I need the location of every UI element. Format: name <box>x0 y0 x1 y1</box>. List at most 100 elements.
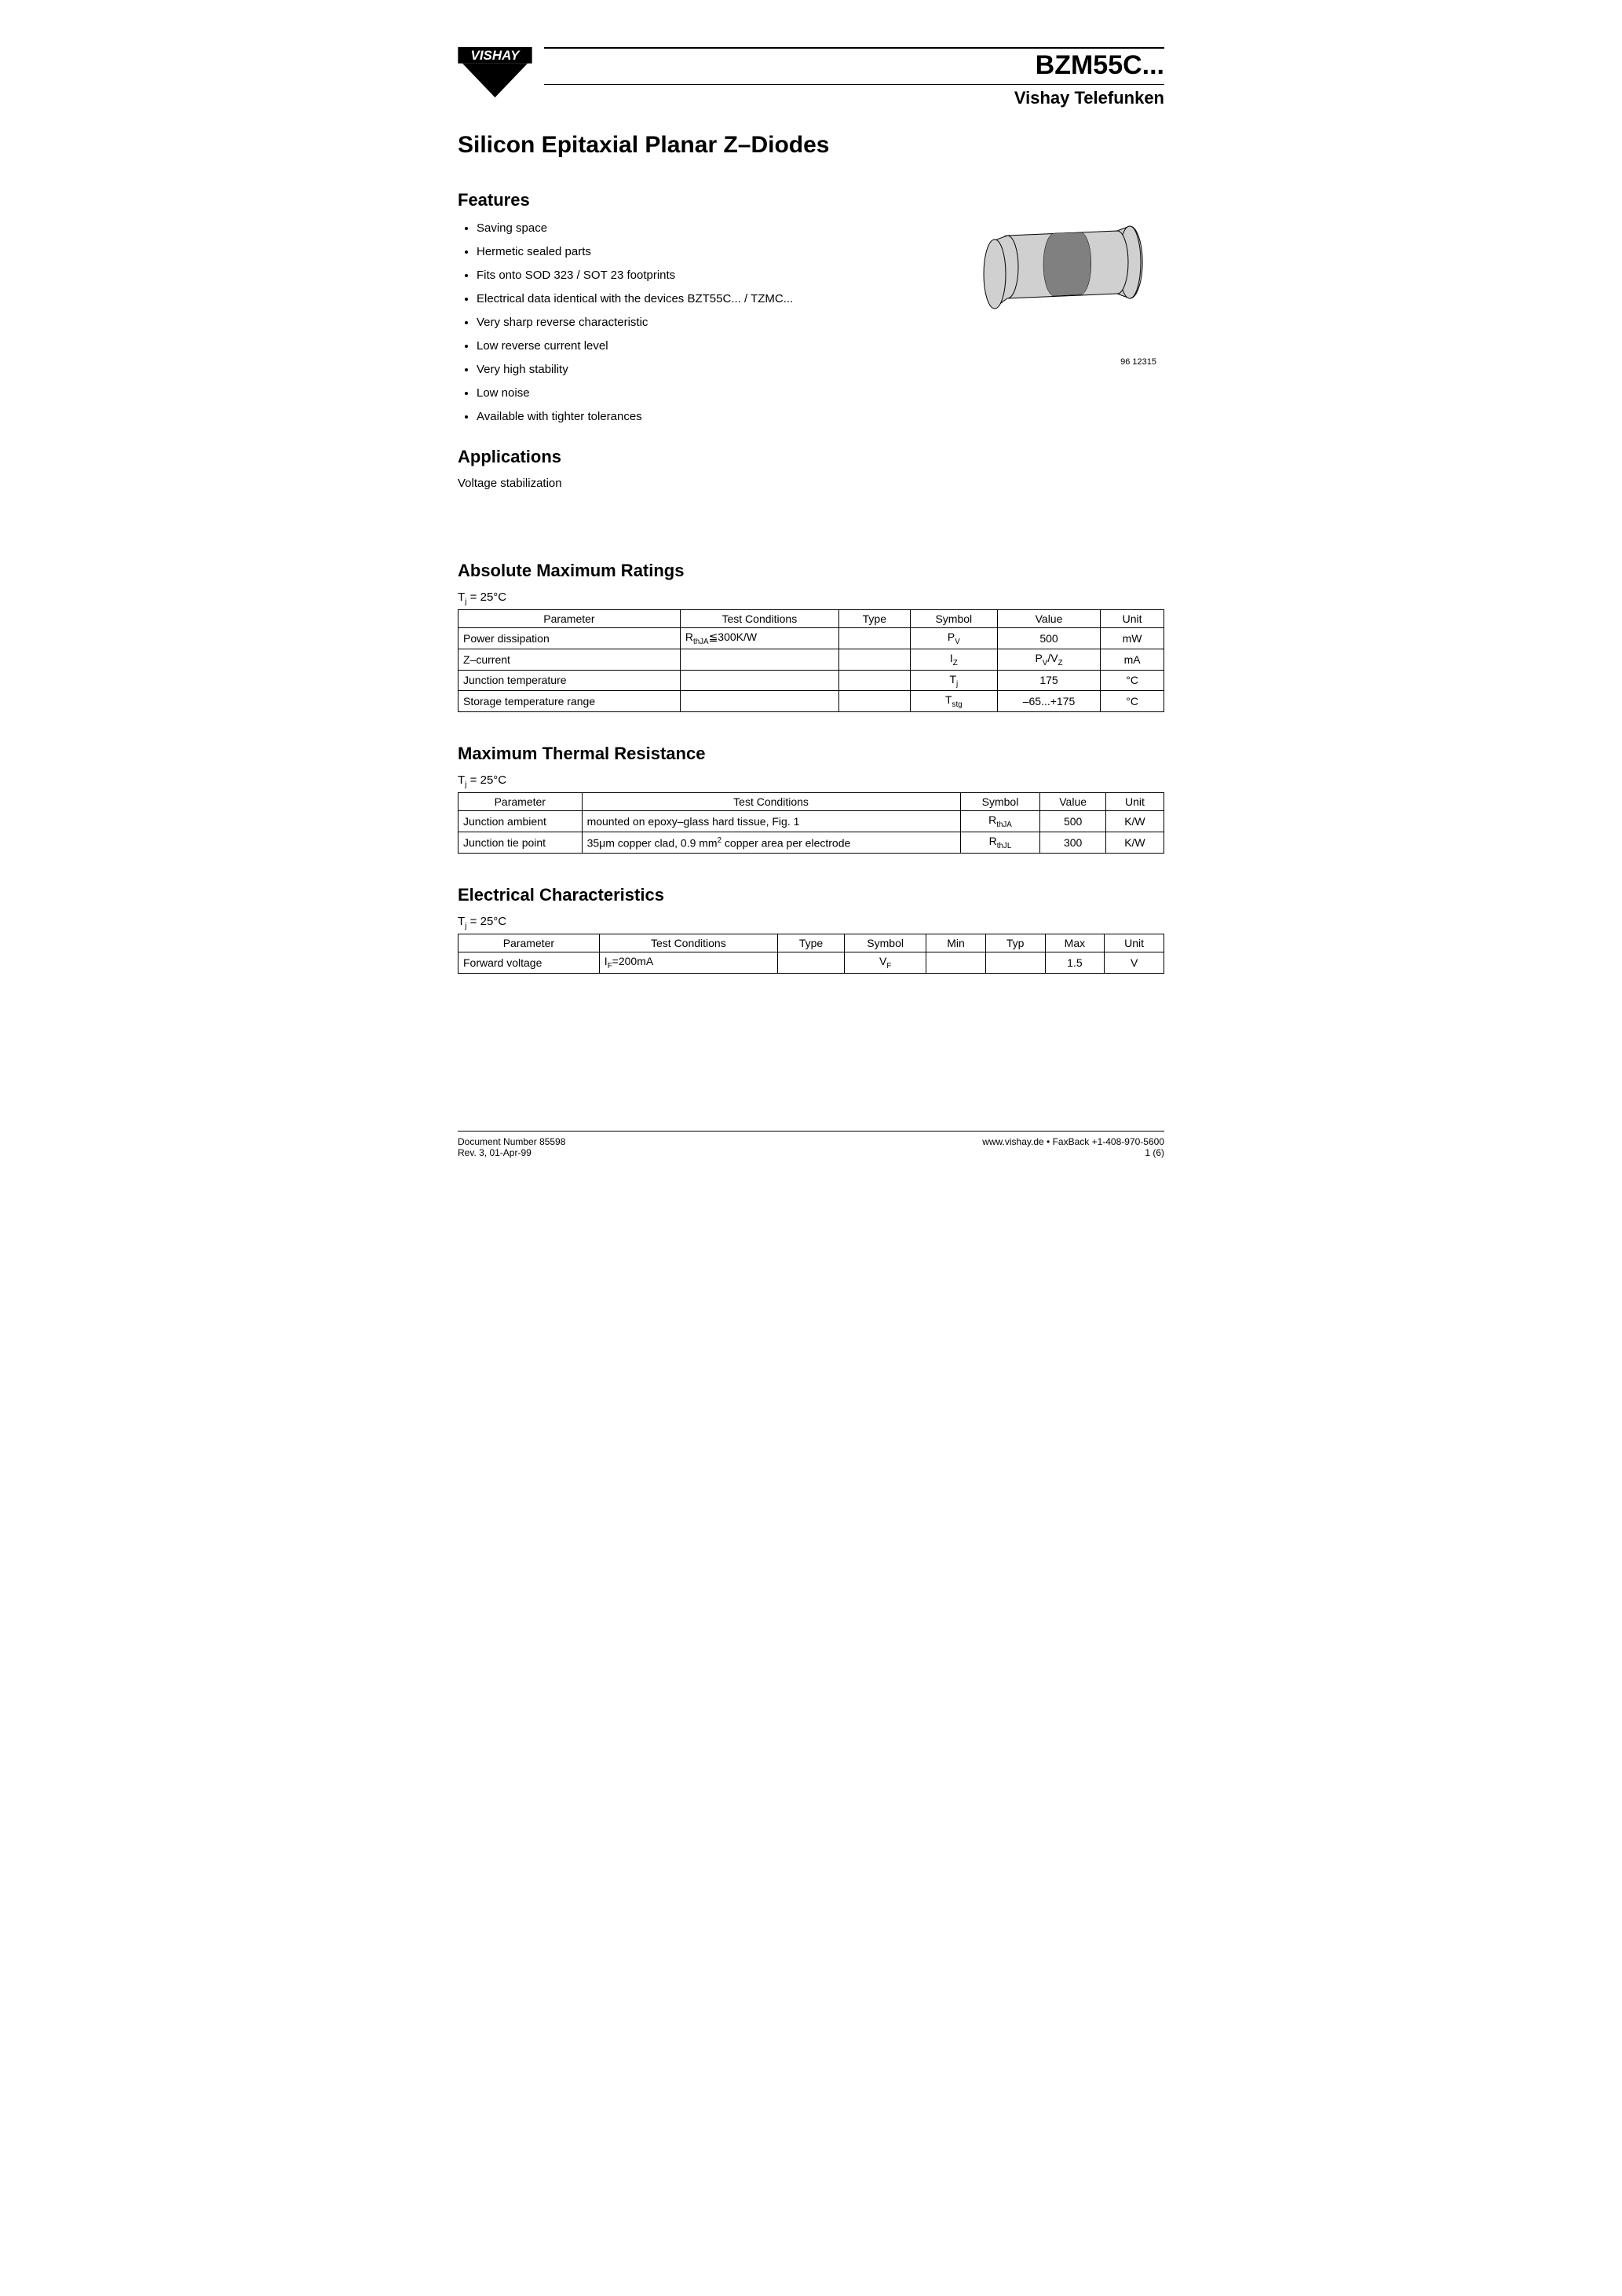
table-cell: V <box>1105 952 1164 973</box>
table-header: Unit <box>1105 934 1164 952</box>
table-cell <box>838 628 910 649</box>
feature-item: Low noise <box>477 385 913 401</box>
feature-item: Very sharp reverse characteristic <box>477 314 913 331</box>
table-cell <box>838 649 910 670</box>
component-illustration: 96 12315 <box>944 190 1164 529</box>
division-name: Vishay Telefunken <box>544 88 1164 108</box>
table-cell: K/W <box>1105 832 1164 853</box>
abs-max-condition: Tj = 25°C <box>458 590 1164 606</box>
table-cell <box>926 952 986 973</box>
table-header: Parameter <box>458 793 583 811</box>
table-cell: IF=200mA <box>599 952 777 973</box>
table-cell: 300 <box>1040 832 1105 853</box>
table-cell: K/W <box>1105 811 1164 832</box>
table-header: Type <box>838 610 910 628</box>
abs-max-heading: Absolute Maximum Ratings <box>458 561 1164 581</box>
table-header: Test Conditions <box>680 610 838 628</box>
abs-max-table: ParameterTest ConditionsTypeSymbolValueU… <box>458 609 1164 712</box>
table-header: Unit <box>1105 793 1164 811</box>
feature-item: Saving space <box>477 220 913 236</box>
features-heading: Features <box>458 190 913 210</box>
electrical-heading: Electrical Characteristics <box>458 885 1164 905</box>
page-number: 1 (6) <box>982 1147 1164 1158</box>
table-cell <box>680 649 838 670</box>
table-header: Typ <box>985 934 1045 952</box>
applications-text: Voltage stabilization <box>458 477 913 490</box>
feature-item: Low reverse current level <box>477 338 913 354</box>
table-cell: Tstg <box>910 691 997 712</box>
electrical-table: ParameterTest ConditionsTypeSymbolMinTyp… <box>458 934 1164 974</box>
table-cell: 35μm copper clad, 0.9 mm2 copper area pe… <box>582 832 960 853</box>
feature-item: Very high stability <box>477 361 913 378</box>
table-cell: mW <box>1101 628 1164 649</box>
table-cell: Junction tie point <box>458 832 583 853</box>
table-row: Forward voltageIF=200mA VF 1.5V <box>458 952 1164 973</box>
part-number: BZM55C... <box>544 50 1164 81</box>
table-row: Storage temperature range Tstg–65...+175°… <box>458 691 1164 712</box>
table-cell: RthJA≦300K/W <box>680 628 838 649</box>
table-row: Z–currentIZPV/VZmA <box>458 649 1164 670</box>
table-cell: °C <box>1101 670 1164 691</box>
logo-text: VISHAY <box>471 48 521 63</box>
table-cell: PV <box>910 628 997 649</box>
footer: Document Number 85598 Rev. 3, 01-Apr-99 … <box>458 1131 1164 1158</box>
table-header: Min <box>926 934 986 952</box>
table-cell: PV/VZ <box>997 649 1100 670</box>
table-header: Parameter <box>458 934 600 952</box>
table-header: Parameter <box>458 610 681 628</box>
url-fax: www.vishay.de • FaxBack +1-408-970-5600 <box>982 1136 1164 1147</box>
table-cell: Forward voltage <box>458 952 600 973</box>
vishay-logo: VISHAY <box>458 47 532 103</box>
feature-item: Electrical data identical with the devic… <box>477 291 913 307</box>
thermal-condition: Tj = 25°C <box>458 773 1164 789</box>
illustration-caption: 96 12315 <box>944 357 1164 367</box>
table-cell: Junction temperature <box>458 670 681 691</box>
table-cell: RthJL <box>960 832 1040 853</box>
table-cell <box>838 691 910 712</box>
feature-item: Hermetic sealed parts <box>477 243 913 260</box>
table-cell: VF <box>845 952 926 973</box>
table-cell: 175 <box>997 670 1100 691</box>
table-cell: RthJA <box>960 811 1040 832</box>
table-header: Unit <box>1101 610 1164 628</box>
table-cell <box>838 670 910 691</box>
table-cell <box>680 691 838 712</box>
table-cell: 500 <box>997 628 1100 649</box>
table-cell <box>680 670 838 691</box>
table-cell: –65...+175 <box>997 691 1100 712</box>
table-row: Junction temperature Tj175°C <box>458 670 1164 691</box>
table-header: Value <box>997 610 1100 628</box>
table-row: Junction ambientmounted on epoxy–glass h… <box>458 811 1164 832</box>
feature-item: Fits onto SOD 323 / SOT 23 footprints <box>477 267 913 283</box>
table-header: Symbol <box>960 793 1040 811</box>
table-header: Symbol <box>845 934 926 952</box>
table-cell: Storage temperature range <box>458 691 681 712</box>
table-header: Value <box>1040 793 1105 811</box>
table-header: Max <box>1045 934 1105 952</box>
doc-number: Document Number 85598 <box>458 1136 565 1147</box>
table-header: Test Conditions <box>582 793 960 811</box>
feature-list: Saving space Hermetic sealed parts Fits on… <box>458 220 913 425</box>
table-cell: °C <box>1101 691 1164 712</box>
header: VISHAY BZM55C... Vishay Telefunken <box>458 47 1164 108</box>
table-header: Test Conditions <box>599 934 777 952</box>
table-cell: Junction ambient <box>458 811 583 832</box>
table-cell <box>777 952 844 973</box>
table-cell: 500 <box>1040 811 1105 832</box>
table-cell: 1.5 <box>1045 952 1105 973</box>
thermal-heading: Maximum Thermal Resistance <box>458 744 1164 764</box>
table-header: Type <box>777 934 844 952</box>
table-row: Power dissipationRthJA≦300K/WPV500mW <box>458 628 1164 649</box>
table-header: Symbol <box>910 610 997 628</box>
applications-heading: Applications <box>458 447 913 467</box>
thermal-table: ParameterTest ConditionsSymbolValueUnit … <box>458 792 1164 854</box>
revision: Rev. 3, 01-Apr-99 <box>458 1147 565 1158</box>
table-cell: Tj <box>910 670 997 691</box>
table-cell: IZ <box>910 649 997 670</box>
table-row: Junction tie point35μm copper clad, 0.9 … <box>458 832 1164 853</box>
electrical-condition: Tj = 25°C <box>458 915 1164 930</box>
feature-item: Available with tighter tolerances <box>477 408 913 425</box>
page-title: Silicon Epitaxial Planar Z–Diodes <box>458 132 1164 159</box>
table-cell: mA <box>1101 649 1164 670</box>
table-cell <box>985 952 1045 973</box>
